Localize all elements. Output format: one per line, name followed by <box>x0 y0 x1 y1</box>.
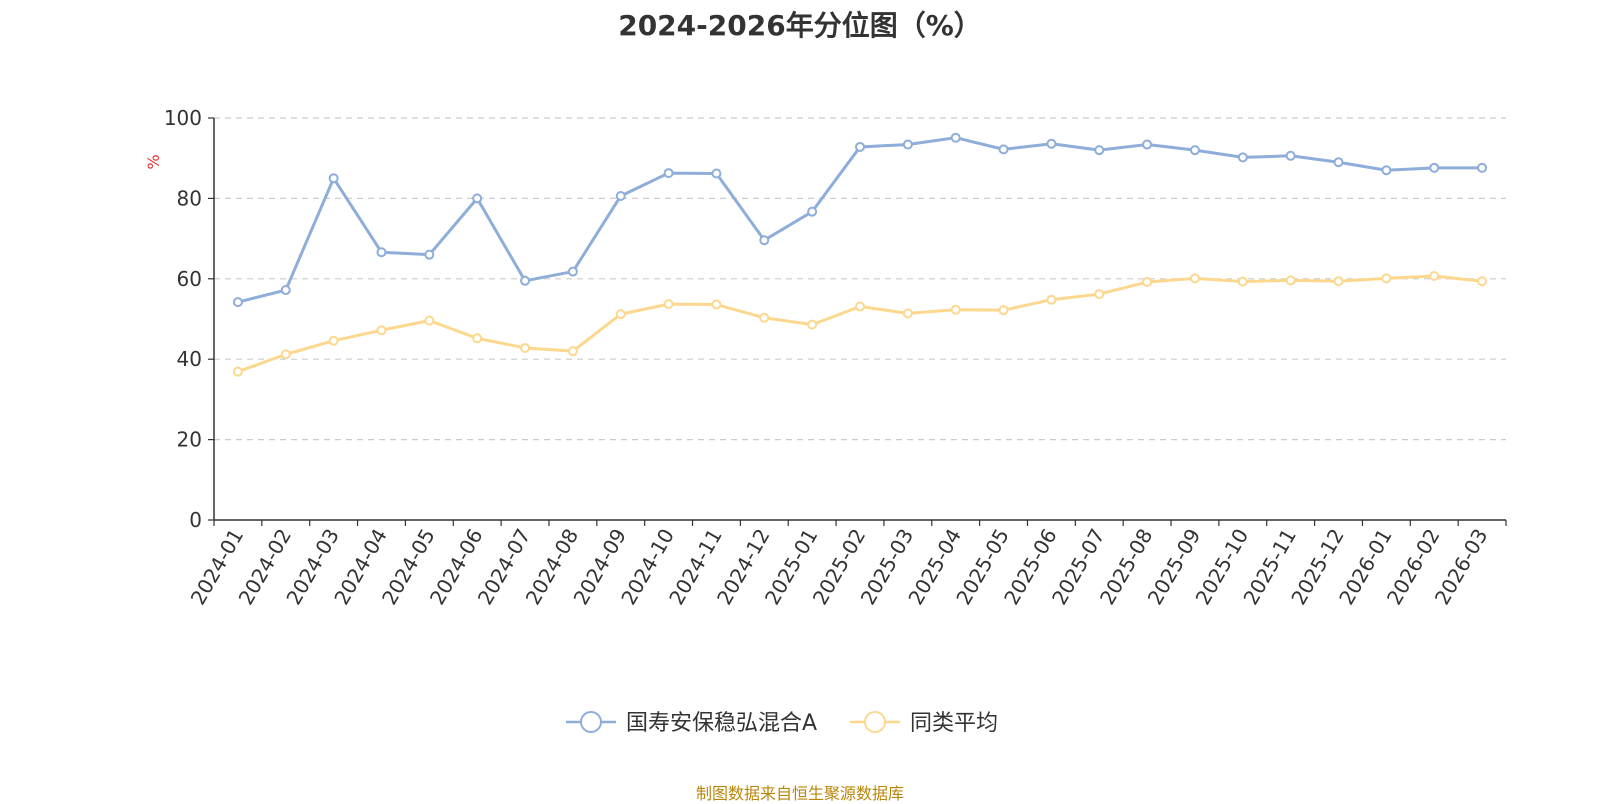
data-point <box>328 335 339 346</box>
grid-lines <box>214 117 1506 441</box>
data-point <box>1094 145 1105 156</box>
data-point <box>1285 275 1296 286</box>
data-point <box>855 141 865 152</box>
y-axis-label: % <box>144 154 163 169</box>
data-point <box>520 275 531 286</box>
data-point <box>1381 273 1392 284</box>
data-point <box>376 247 387 258</box>
data-point <box>1285 150 1296 161</box>
data-point <box>1142 277 1153 288</box>
data-point <box>759 312 770 323</box>
chart-title: 2024-2026年分位图（%） <box>618 9 982 42</box>
data-point <box>711 299 722 310</box>
y-tick-label: 80 <box>177 186 202 210</box>
data-point <box>1429 270 1440 281</box>
data-point <box>902 308 913 319</box>
source-note: 制图数据来自恒生聚源数据库 <box>695 784 904 803</box>
legend-label: 国寿安保稳弘混合A <box>626 711 817 736</box>
legend-marker <box>580 711 602 733</box>
axes: % 0204060801002024-012024-022024-032024-… <box>144 106 1507 609</box>
legend-marker <box>864 711 886 733</box>
data-point <box>1333 276 1344 287</box>
data-point <box>424 249 435 260</box>
data-point <box>567 346 578 357</box>
series-line-2 <box>237 274 1483 374</box>
data-point <box>472 193 483 204</box>
data-point <box>232 297 243 308</box>
legend: 国寿安保稳弘混合A 同类平均 <box>566 711 998 736</box>
data-point <box>1429 162 1440 173</box>
data-point <box>1237 152 1248 163</box>
data-point <box>1142 139 1153 150</box>
data-point <box>1381 165 1392 176</box>
data-point <box>1237 276 1248 287</box>
data-point <box>1333 157 1344 168</box>
data-point <box>807 319 818 330</box>
data-point <box>1189 273 1200 284</box>
y-tick-label: 60 <box>177 267 202 291</box>
series-lines <box>232 132 1488 377</box>
data-point <box>663 299 674 310</box>
series-line-1 <box>237 136 1483 304</box>
data-point <box>328 173 339 184</box>
data-point <box>280 349 291 360</box>
y-tick-label: 40 <box>177 347 202 371</box>
data-point <box>998 144 1009 155</box>
data-point <box>998 305 1009 316</box>
y-tick-label: 100 <box>164 106 202 130</box>
data-point <box>520 342 531 353</box>
y-tick-label: 0 <box>189 508 202 532</box>
line-chart: % 0204060801002024-012024-022024-032024-… <box>144 106 1507 736</box>
data-point <box>1189 145 1200 156</box>
data-point <box>711 168 722 179</box>
y-tick-label: 20 <box>177 428 202 452</box>
data-point <box>1094 289 1105 300</box>
data-point <box>567 266 578 277</box>
data-point <box>376 325 387 336</box>
data-point <box>950 304 961 315</box>
data-point <box>424 315 435 326</box>
data-point <box>472 333 483 344</box>
data-point <box>232 366 243 377</box>
data-point <box>1477 276 1488 287</box>
data-point <box>280 285 291 296</box>
data-point <box>615 190 626 201</box>
legend-label: 同类平均 <box>910 711 998 736</box>
data-point <box>902 139 913 150</box>
data-point <box>855 301 865 312</box>
data-point <box>1477 162 1488 173</box>
data-point <box>807 206 818 217</box>
data-point <box>759 235 770 246</box>
data-point <box>1046 294 1057 305</box>
data-point <box>950 132 961 143</box>
data-point <box>615 309 626 320</box>
data-point <box>1046 138 1057 149</box>
data-point <box>663 168 674 179</box>
